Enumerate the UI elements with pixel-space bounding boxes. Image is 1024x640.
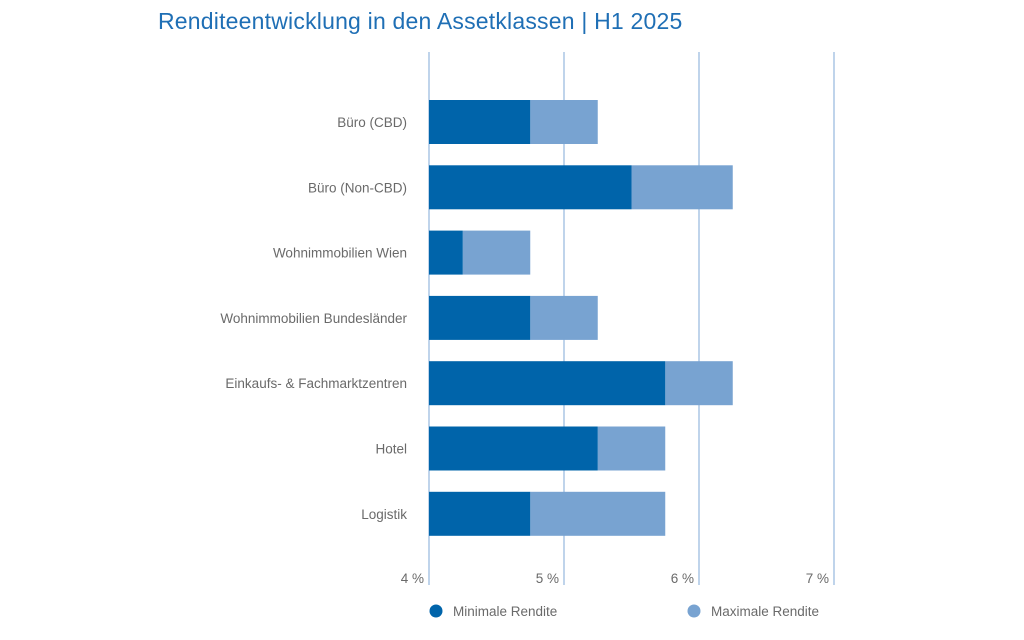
x-tick-label: 4 %	[401, 571, 424, 586]
x-tick-label: 6 %	[671, 571, 694, 586]
bar-max	[530, 100, 598, 144]
category-label: Logistik	[361, 507, 407, 522]
bars	[429, 100, 733, 536]
legend: Minimale Rendite Maximale Rendite	[429, 604, 819, 619]
bar-max	[631, 165, 733, 210]
bar-min	[429, 491, 531, 536]
category-label: Büro (Non-CBD)	[308, 180, 407, 195]
category-label: Wohnimmobilien Wien	[273, 246, 407, 261]
x-tick-label: 5 %	[536, 571, 559, 586]
category-label: Hotel	[375, 442, 407, 457]
legend-marker	[429, 604, 443, 618]
bar-min	[429, 426, 598, 471]
x-tick-labels: 4 % 5 % 6 % 7 %	[401, 571, 829, 586]
x-tick-label: 7 %	[806, 571, 829, 586]
category-label: Wohnimmobilien Bundesländer	[220, 311, 407, 326]
bar-min	[429, 100, 531, 144]
bar-min	[429, 361, 666, 406]
category-labels: Büro (CBD) Büro (Non-CBD) Wohnimmobilien W…	[220, 115, 407, 522]
bar-max	[530, 491, 666, 536]
bar-min	[429, 165, 632, 210]
legend-item: Minimale Rendite	[429, 604, 557, 619]
bar-min	[429, 295, 531, 340]
bar-max	[462, 230, 531, 275]
legend-label: Maximale Rendite	[711, 604, 819, 619]
legend-item: Maximale Rendite	[687, 604, 819, 619]
category-label: Büro (CBD)	[337, 115, 407, 130]
bar-max	[597, 426, 666, 471]
bar-min	[429, 230, 463, 275]
bar-max	[530, 295, 598, 340]
legend-marker	[687, 604, 701, 618]
legend-label: Minimale Rendite	[453, 604, 557, 619]
bar-max	[665, 361, 733, 406]
category-label: Einkaufs- & Fachmarktzentren	[225, 376, 407, 391]
chart-title: Renditeentwicklung in den Assetklassen |…	[158, 8, 683, 34]
